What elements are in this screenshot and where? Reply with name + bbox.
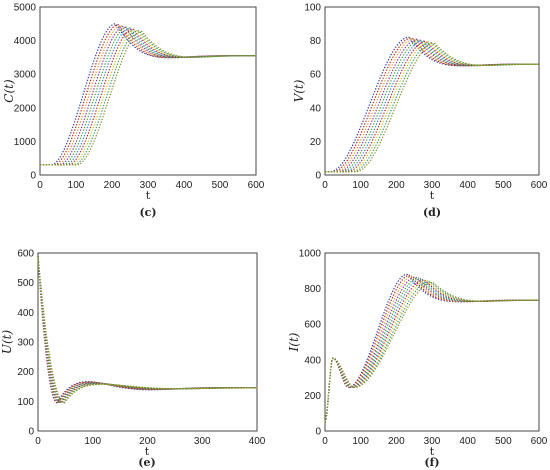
x-tick-label: 500 <box>495 436 512 447</box>
x-axis-label: t <box>145 445 150 458</box>
x-tick-label: 0 <box>35 436 41 447</box>
tick-labels: 0 100 200 300 400 500 600 0 200 400 600 800 1000 <box>299 249 548 448</box>
series-line-5 <box>325 39 539 173</box>
y-tick-label: 200 <box>17 367 34 378</box>
y-tick-label: 40 <box>310 103 322 114</box>
series-line-9 <box>324 280 539 423</box>
series-curves <box>325 36 540 173</box>
series-curves <box>324 273 540 423</box>
y-tick-label: 100 <box>304 3 321 14</box>
x-tick-label: 400 <box>459 436 476 447</box>
plot-frame <box>324 6 540 176</box>
x-tick-label: 200 <box>139 436 156 447</box>
x-tick-label: 100 <box>352 180 369 191</box>
y-axis-label: U(t) <box>0 330 14 355</box>
plot-frame <box>324 252 540 432</box>
y-tick-label: 200 <box>304 391 321 402</box>
tick-labels: 0 100 200 300 400 500 600 0 20 40 60 80 100 <box>304 3 547 192</box>
series-line-3 <box>324 275 539 423</box>
x-tick-label: 0 <box>322 436 328 447</box>
y-tick-label: 0 <box>315 171 321 182</box>
y-tick-label: 20 <box>310 137 322 148</box>
x-tick-label: 100 <box>68 180 85 191</box>
series-line-7 <box>37 255 257 404</box>
tick-labels: 0 100 200 300 400 500 600 0 1000 2000 3000 4000 5000 <box>14 3 265 192</box>
y-tick-label: 800 <box>304 284 321 295</box>
x-tick-label: 300 <box>194 436 211 447</box>
x-tick-label: 300 <box>140 180 157 191</box>
y-axis-label: C(t) <box>2 79 16 103</box>
y-tick-label: 80 <box>310 36 322 47</box>
x-tick-label: 200 <box>388 180 405 191</box>
y-tick-label: 4000 <box>14 36 37 47</box>
series-line-10 <box>40 30 256 166</box>
y-tick-label: 300 <box>17 338 34 349</box>
x-axis-label: t <box>146 189 151 202</box>
y-tick-label: 600 <box>17 249 34 260</box>
x-tick-label: 0 <box>37 180 43 191</box>
x-tick-label: 600 <box>531 436 548 447</box>
y-tick-label: 600 <box>304 320 321 331</box>
y-tick-label: 1000 <box>14 137 37 148</box>
x-tick-label: 400 <box>176 180 193 191</box>
x-tick-label: 400 <box>249 436 266 447</box>
series-line-8 <box>325 41 539 173</box>
panel-c: 0 100 200 300 400 500 600 0 1000 2000 3000 4000 5000… <box>2 3 265 220</box>
y-tick-label: 5000 <box>14 3 37 14</box>
series-curves <box>37 255 258 404</box>
x-axis-label: t <box>430 189 435 202</box>
series-line-8 <box>324 279 539 423</box>
y-tick-label: 400 <box>17 308 34 319</box>
panel-d: 0 100 200 300 400 500 600 0 20 40 60 80 100 t V(t) (… <box>292 3 548 220</box>
series-curves <box>40 23 256 166</box>
series-line-10 <box>325 42 540 173</box>
series-line-4 <box>37 255 258 404</box>
plot-frame <box>39 6 257 176</box>
y-axis-label: I(t) <box>287 332 301 352</box>
y-tick-label: 0 <box>30 171 36 182</box>
y-tick-label: 400 <box>304 355 321 366</box>
y-tick-label: 60 <box>310 70 322 81</box>
x-tick-label: 200 <box>388 436 405 447</box>
panel-caption: (f) <box>424 456 439 469</box>
panel-f: 0 100 200 300 400 500 600 0 200 400 600 800 1000 t I… <box>287 249 548 470</box>
y-tick-label: 3000 <box>14 70 37 81</box>
x-tick-label: 200 <box>104 180 121 191</box>
x-tick-label: 300 <box>424 180 441 191</box>
x-tick-label: 600 <box>531 180 548 191</box>
y-tick-label: 1000 <box>299 249 322 260</box>
x-tick-label: 100 <box>352 436 369 447</box>
series-line-6 <box>325 39 539 173</box>
series-line-6 <box>40 27 256 166</box>
y-tick-label: 0 <box>28 427 34 438</box>
y-tick-label: 2000 <box>14 103 37 114</box>
x-tick-label: 400 <box>459 180 476 191</box>
y-axis-label: V(t) <box>292 79 306 102</box>
series-line-10 <box>37 255 257 404</box>
series-line-7 <box>324 279 539 423</box>
x-axis-label: t <box>430 445 435 458</box>
x-tick-label: 600 <box>248 180 265 191</box>
tick-labels: 0 100 200 300 400 0 100 200 300 400 500 600 <box>17 249 265 448</box>
x-tick-label: 500 <box>212 180 229 191</box>
x-tick-label: 300 <box>424 436 441 447</box>
x-tick-label: 100 <box>84 436 101 447</box>
panel-caption: (e) <box>138 456 155 469</box>
y-tick-label: 100 <box>17 397 34 408</box>
panel-caption: (c) <box>139 206 156 219</box>
panel-caption: (d) <box>423 206 441 219</box>
x-tick-label: 0 <box>322 180 328 191</box>
y-tick-label: 0 <box>315 427 321 438</box>
y-tick-label: 500 <box>17 278 34 289</box>
x-tick-label: 500 <box>495 180 512 191</box>
series-line-3 <box>325 37 539 173</box>
plot-frame <box>37 252 258 432</box>
series-line-7 <box>40 28 256 166</box>
